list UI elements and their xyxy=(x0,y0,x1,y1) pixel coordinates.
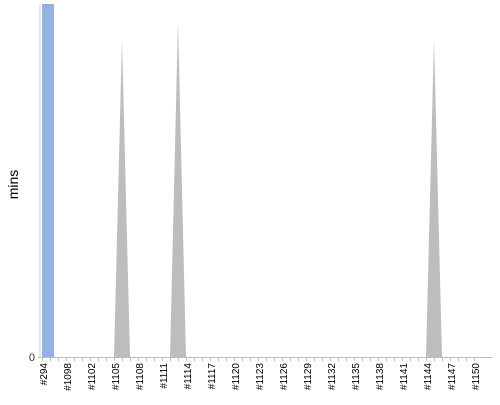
y-tick-label: 0 xyxy=(29,352,35,364)
x-tick-label: #1111 xyxy=(159,363,170,389)
x-tick-label: #1098 xyxy=(63,363,74,391)
x-tick-label: #1147 xyxy=(447,363,458,391)
x-tick-label: #1105 xyxy=(111,363,122,391)
x-tick-label: #1150 xyxy=(471,363,482,391)
x-tick-label: #1141 xyxy=(399,363,410,391)
y-axis-title: mins xyxy=(5,170,21,200)
x-tick-label: #1117 xyxy=(207,363,218,390)
series-area-0 xyxy=(42,4,442,357)
y-tick-labels: 0 xyxy=(29,352,35,364)
series-layer xyxy=(42,4,442,357)
x-tick-label: #1135 xyxy=(351,363,362,391)
x-tick-labels: #294 #1098 #1102 #1105 #1108 #1111 #1114 #1117 #… xyxy=(39,363,482,391)
x-tick-label: #1102 xyxy=(87,363,98,391)
x-tick-label: #294 xyxy=(39,363,50,386)
x-tick-label: #1114 xyxy=(183,363,194,390)
x-tick-label: #1132 xyxy=(327,363,338,391)
x-minor-ticks xyxy=(42,357,475,361)
x-tick-label: #1126 xyxy=(279,363,290,391)
x-tick-label: #1129 xyxy=(303,363,314,391)
highlight-bar[interactable] xyxy=(42,4,54,357)
x-tick-label: #1138 xyxy=(375,363,386,391)
axis-layer: #294 #1098 #1102 #1105 #1108 #1111 #1114 #1117 #… xyxy=(5,4,492,391)
x-tick-label: #1144 xyxy=(423,363,434,391)
x-tick-label: #1120 xyxy=(231,363,242,391)
x-tick-label: #1123 xyxy=(255,363,266,391)
x-tick-label: #1108 xyxy=(135,363,146,391)
